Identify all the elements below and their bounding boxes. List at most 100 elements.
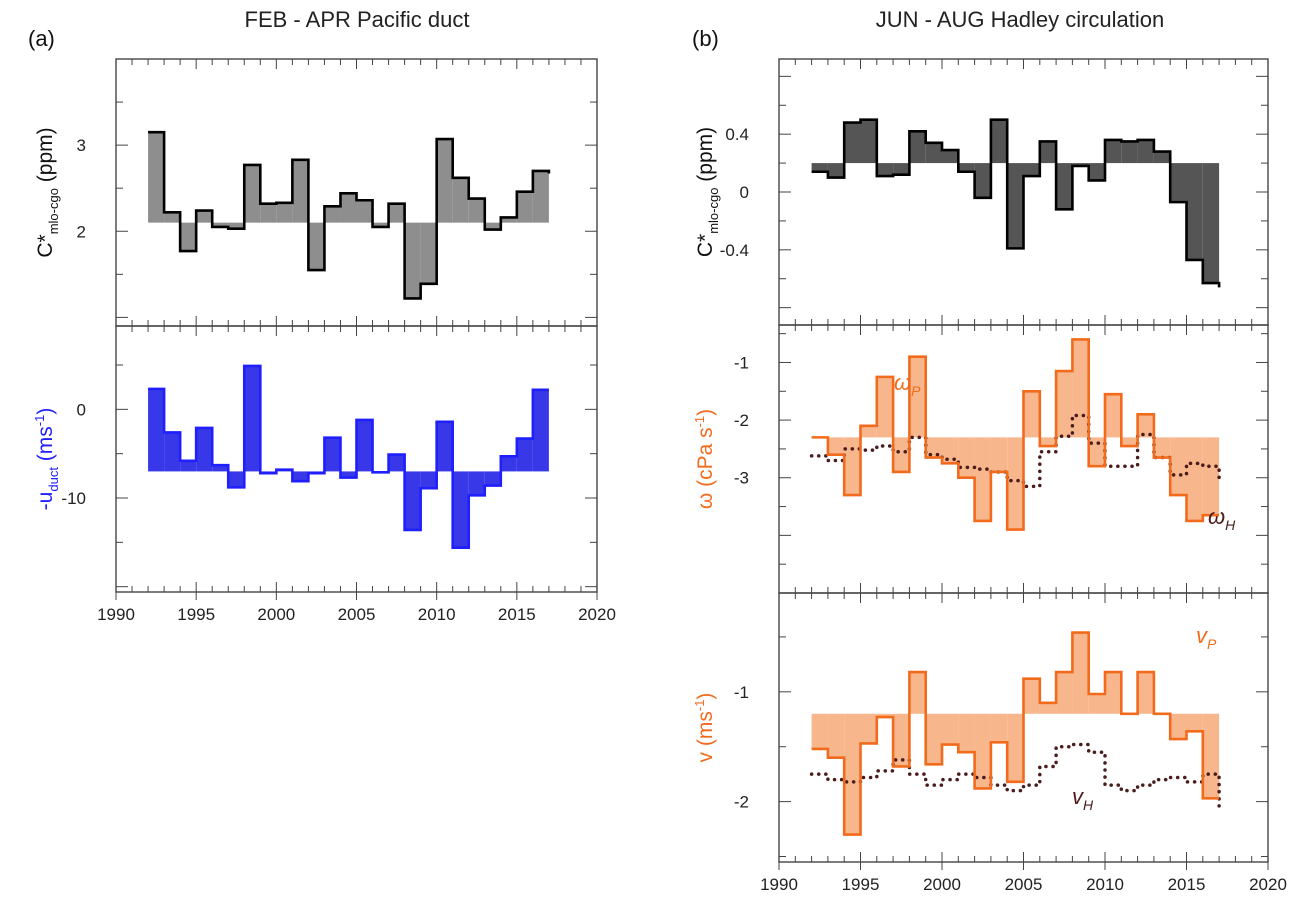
shade-bar (244, 164, 261, 223)
shade-bar (228, 222, 245, 229)
shade-bar (212, 465, 229, 472)
shade-bar (1105, 394, 1122, 438)
shade-bar (1056, 371, 1073, 438)
chart-a-bottom-duct-wind: -10 0 1990 1995 2000 2005 2010 2015 2020 -uduct (… (32, 325, 616, 624)
shade-bar (1007, 163, 1024, 249)
shade-bar (292, 159, 309, 223)
x-tick-label: 2010 (1086, 875, 1124, 894)
shade-bar (468, 198, 485, 223)
series-label-v-p: vP (1196, 623, 1217, 652)
shade-bar (1039, 702, 1057, 714)
chart-b-bottom-meridional-wind: -2 -1 1990 1995 2000 2005 2010 2015 2020 v (ms-1)… (692, 592, 1287, 894)
shade-bar (500, 456, 517, 472)
shade-bar (844, 122, 861, 164)
shade-bar (1153, 151, 1171, 164)
shade-bar (1088, 437, 1105, 467)
series-main-step-line (148, 364, 549, 549)
series-h-dotted-line (809, 742, 1221, 809)
shade-bar (180, 460, 197, 472)
shade-bar (942, 437, 959, 464)
shade-bar (148, 388, 165, 472)
series-main-step-line (811, 631, 1220, 836)
y-tick-label: -1 (734, 353, 749, 372)
shade-bar (844, 713, 861, 835)
shade-bar (909, 131, 926, 164)
shade-bar (1039, 141, 1057, 164)
shade-bar (324, 437, 341, 472)
chart-b-top-co2-gradient: -0.4 0 0.4C*mlo-cgo (ppm) (694, 58, 1269, 326)
panel-b-title: JUN - AUG Hadley circulation (876, 7, 1165, 32)
x-tick-label: 2010 (418, 605, 456, 624)
shade-bar (516, 191, 533, 223)
shade-bar (893, 163, 910, 175)
shade-bar (811, 713, 828, 749)
shade-bar (942, 150, 959, 164)
y-tick-label: 3 (77, 136, 86, 155)
shade-bar (909, 356, 926, 438)
shade-bar (876, 713, 894, 718)
x-tick-label: 2020 (1249, 875, 1287, 894)
shade-bar (990, 437, 1008, 472)
chart-a-top-co2-gradient: 2 3 C*mlo-cgo (ppm) (34, 58, 598, 327)
x-tick-label: 1990 (97, 605, 135, 624)
x-tick-label: 2000 (923, 875, 961, 894)
shade-bar (1170, 713, 1187, 740)
shade-bar (436, 421, 453, 472)
shade-bar (516, 438, 533, 472)
shade-bar (308, 222, 325, 271)
shade-bar (180, 222, 197, 252)
shade-bar (1170, 163, 1187, 203)
x-tick-label: 2020 (578, 605, 616, 624)
shade-bar (228, 471, 245, 488)
shade-bar (532, 170, 549, 223)
shade-bar (1105, 672, 1122, 714)
shade-bar (1121, 437, 1138, 447)
shade-bar (1056, 672, 1073, 714)
shade-bar (860, 425, 877, 438)
y-tick-label: 0 (740, 183, 749, 202)
shade-bar (340, 193, 357, 223)
shade-bar (1023, 678, 1040, 714)
shade-bar (1153, 437, 1171, 458)
shade-bar (244, 365, 261, 472)
shade-bar (404, 471, 421, 530)
shade-bar (500, 217, 517, 223)
shade-bar (468, 471, 485, 496)
shade-bar (420, 222, 437, 284)
shade-bar (942, 713, 959, 745)
shade-bar (1007, 437, 1024, 530)
shade-bar (1088, 694, 1105, 714)
shade-bar (925, 713, 942, 765)
shade-bar (925, 437, 942, 458)
shade-bar (1137, 414, 1154, 438)
series-label-omega-h: ωH (1208, 504, 1236, 533)
shade-bar (292, 471, 309, 482)
series-main-step-line (148, 130, 551, 300)
shade-bar (356, 200, 373, 223)
shade-bar (404, 222, 421, 299)
shade-bar (1137, 672, 1154, 714)
panel-a-title: FEB - APR Pacific duct (245, 7, 470, 32)
shade-bar (958, 163, 975, 172)
x-tick-label: 1995 (842, 875, 880, 894)
shade-bar (196, 210, 213, 223)
shade-bar (1023, 163, 1040, 177)
shade-bar (1186, 437, 1203, 521)
shade-bar (452, 471, 469, 548)
shade-bar (164, 432, 181, 472)
x-tick-label: 1990 (760, 875, 798, 894)
shade-bar (876, 163, 894, 177)
shade-bar (958, 713, 975, 753)
shade-bar (1105, 139, 1122, 164)
shade-bar (1121, 141, 1138, 164)
shade-bar (324, 206, 341, 223)
shade-bar (1088, 163, 1105, 181)
shade-bar (893, 713, 910, 767)
y-axis-label: ω (cPa s-1) (692, 409, 717, 509)
shade-bar (532, 389, 549, 472)
shade-bar (196, 427, 213, 472)
shade-bar (1023, 391, 1040, 438)
y-tick-label: -0.4 (720, 241, 749, 260)
shade-bar (1202, 713, 1220, 799)
